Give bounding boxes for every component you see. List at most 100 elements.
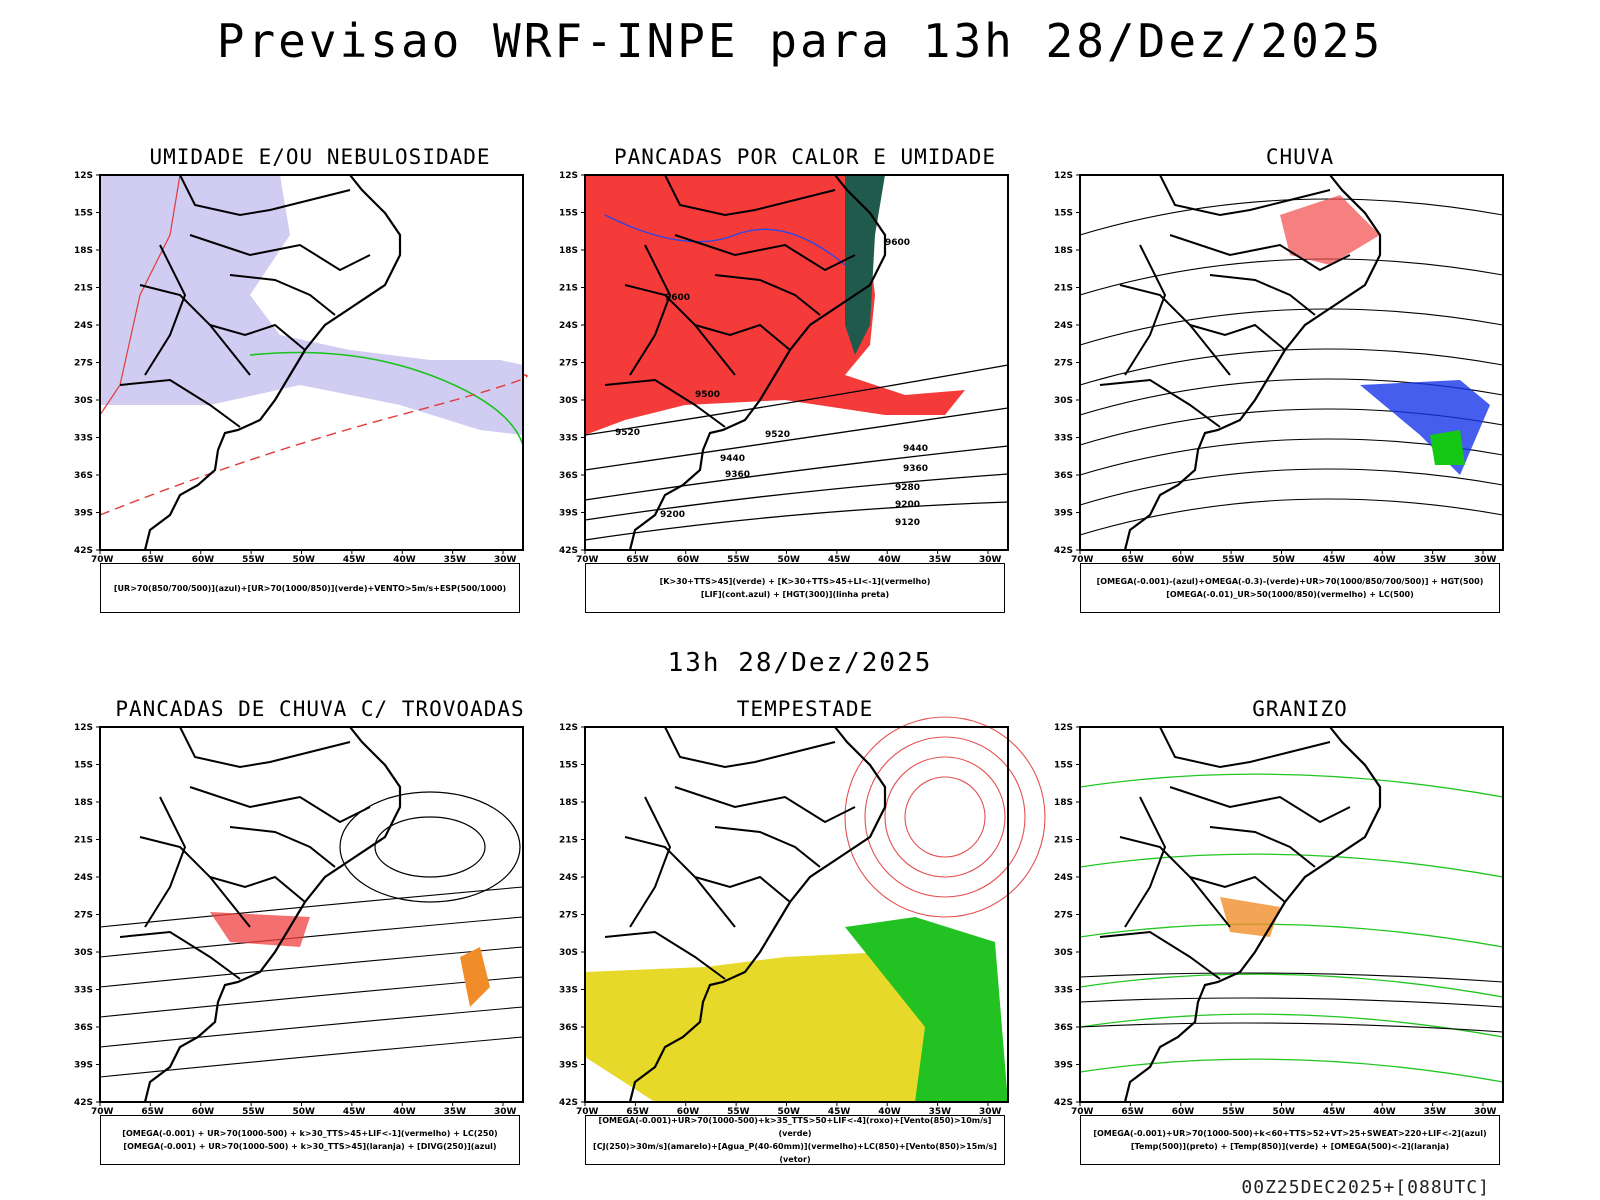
streamline bbox=[99, 1006, 524, 1048]
coastline bbox=[628, 726, 887, 1103]
streamline bbox=[99, 946, 524, 988]
lon-tick-label: 30W bbox=[1474, 1107, 1497, 1117]
lon-tick-label: 40W bbox=[878, 555, 901, 565]
lon-tick-label: 70W bbox=[91, 555, 114, 565]
lon-tick-label: 70W bbox=[576, 1107, 599, 1117]
convection-field-red bbox=[210, 912, 310, 947]
lon-tick-label: 70W bbox=[576, 555, 599, 565]
legend-line: [OMEGA(-0.01)_UR>50(1000/850)(vermelho) … bbox=[1166, 590, 1414, 599]
lat-tick-label: 18S bbox=[559, 798, 578, 808]
lon-tick-label: 45W bbox=[343, 1107, 366, 1117]
hgt500-contour bbox=[1079, 468, 1504, 506]
panel-legend: [UR>70(850/700/500)](azul)+[UR>70(1000/8… bbox=[100, 563, 520, 613]
state-border bbox=[1124, 244, 1167, 376]
hgt500-contour bbox=[1079, 258, 1504, 296]
panel-title: PANCADAS POR CALOR E UMIDADE bbox=[613, 145, 996, 169]
temp850-contour bbox=[1079, 1058, 1504, 1083]
lat-tick-label: 27S bbox=[74, 359, 93, 369]
contour-label: 9200 bbox=[660, 510, 685, 520]
lat-tick-label: 24S bbox=[1054, 873, 1073, 883]
contour-label: 9440 bbox=[903, 444, 928, 454]
contour-label: 9520 bbox=[765, 430, 790, 440]
state-border bbox=[629, 796, 672, 928]
state-border bbox=[604, 930, 726, 980]
legend-line: [LIF](cont.azul) + [HGT(300)](linha pret… bbox=[700, 590, 890, 599]
state-border bbox=[629, 244, 672, 376]
lat-tick-label: 24S bbox=[74, 321, 93, 331]
streamline bbox=[99, 976, 524, 1018]
lon-tick-label: 65W bbox=[626, 555, 649, 565]
lon-tick-label: 60W bbox=[1172, 1107, 1195, 1117]
jet-field-yellow bbox=[585, 952, 945, 1102]
lat-tick-label: 30S bbox=[559, 948, 578, 958]
lon-tick-label: 70W bbox=[1071, 1107, 1094, 1117]
panel-granizo: GRANIZO 12S 15S 18S 21S 24S 27S 30S 33S 36S 39S 42… bbox=[1050, 697, 1550, 1167]
temp500-contour bbox=[1079, 997, 1504, 1008]
lat-tick-label: 21S bbox=[1054, 284, 1073, 294]
panel-pancadas-calor: PANCADAS POR CALOR E UMIDADE 12S 15S 18S 21… bbox=[555, 145, 1055, 615]
state-border bbox=[1124, 796, 1167, 928]
lon-tick-label: 60W bbox=[1172, 555, 1195, 565]
contour-label: 9520 bbox=[615, 428, 640, 438]
panel-umidade: UMIDADE E/OU NEBULOSIDADE 12S 15S 18S 21S 24… bbox=[70, 145, 570, 615]
state-border bbox=[189, 234, 371, 272]
lon-tick-label: 60W bbox=[677, 1107, 700, 1117]
lat-tick-label: 27S bbox=[559, 359, 578, 369]
legend-line: [OMEGA(-0.001)+UR>70(1000-500)+k>35_TTS>… bbox=[598, 1116, 992, 1138]
lat-tick-label: 18S bbox=[74, 798, 93, 808]
state-border bbox=[229, 826, 336, 868]
lon-tick-label: 60W bbox=[192, 1107, 215, 1117]
thickness-contour bbox=[99, 374, 528, 516]
lon-tick-label: 35W bbox=[444, 1107, 467, 1117]
lat-tick-label: 36S bbox=[559, 471, 578, 481]
lat-tick-label: 39S bbox=[559, 509, 578, 519]
state-border bbox=[179, 174, 351, 217]
legend-line: [CJ(250)>30m/s](amarelo)+[Agua_P(40-60mm… bbox=[593, 1142, 997, 1164]
lon-tick-label: 35W bbox=[1424, 1107, 1447, 1117]
temp500-contour bbox=[1079, 1022, 1504, 1033]
lon-tick-label: 35W bbox=[1424, 555, 1447, 565]
lat-tick-label: 12S bbox=[1054, 723, 1073, 733]
lat-tick-label: 18S bbox=[559, 246, 578, 256]
lat-tick-label: 21S bbox=[74, 836, 93, 846]
lat-tick-label: 21S bbox=[559, 284, 578, 294]
lon-tick-label: 40W bbox=[1373, 555, 1396, 565]
lat-tick-label: 42S bbox=[74, 546, 93, 556]
panel-tempestade: TEMPESTADE 12S 15S 18S 21S 24S 27S 30S 33S 36S 39… bbox=[555, 697, 1055, 1167]
lon-tick-label: 45W bbox=[828, 1107, 851, 1117]
lon-tick-label: 30W bbox=[1474, 555, 1497, 565]
lon-tick-label: 55W bbox=[1222, 1107, 1245, 1117]
lif-contour bbox=[604, 214, 846, 266]
temp850-contour bbox=[1079, 973, 1504, 998]
hgt-contour bbox=[584, 445, 1009, 501]
lon-tick-label: 55W bbox=[727, 1107, 750, 1117]
state-border bbox=[1209, 826, 1316, 868]
legend-line: [OMEGA(-0.001) + UR>70(1000-500) + k>30_… bbox=[122, 1129, 498, 1138]
lon-tick-label: 60W bbox=[192, 555, 215, 565]
streamline bbox=[99, 1036, 524, 1078]
state-border bbox=[209, 875, 306, 903]
lat-tick-label: 27S bbox=[559, 911, 578, 921]
state-border bbox=[1189, 875, 1286, 903]
hgt-contour bbox=[584, 501, 1009, 541]
coastline bbox=[628, 174, 887, 551]
lat-tick-label: 27S bbox=[1054, 359, 1073, 369]
state-border bbox=[604, 378, 726, 428]
lat-tick-label: 33S bbox=[74, 986, 93, 996]
legend-line: [K>30+TTS>45](verde) + [K>30+TTS>45+LI<-… bbox=[659, 577, 931, 586]
lat-tick-label: 33S bbox=[1054, 434, 1073, 444]
high-pressure-streamline bbox=[374, 816, 486, 878]
state-border bbox=[229, 274, 336, 316]
lon-tick-label: 45W bbox=[1323, 555, 1346, 565]
lon-tick-label: 45W bbox=[828, 555, 851, 565]
rain-field-red bbox=[1280, 195, 1380, 265]
lat-tick-label: 39S bbox=[1054, 509, 1073, 519]
legend-line: [OMEGA(-0.001)-(azul)+OMEGA(-0.3)-(verde… bbox=[1096, 577, 1484, 586]
lon-tick-label: 65W bbox=[141, 1107, 164, 1117]
